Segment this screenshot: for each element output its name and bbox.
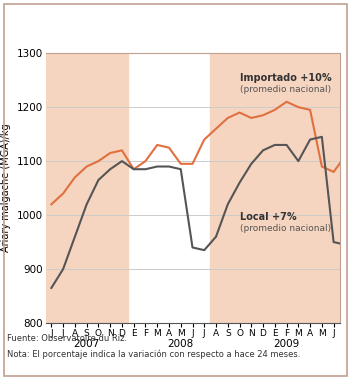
Text: 2009: 2009 (273, 339, 300, 349)
Text: (promedio nacional): (promedio nacional) (239, 85, 331, 94)
Text: Figura 14.: Figura 14. (14, 15, 91, 28)
Text: 2007: 2007 (74, 339, 100, 349)
Text: Fuente: Observatoire du Riz.: Fuente: Observatoire du Riz. (7, 334, 127, 344)
Y-axis label: Ariary malgache (MGA)/kg: Ariary malgache (MGA)/kg (1, 124, 11, 252)
Bar (46, 53, 128, 323)
Text: 2008: 2008 (168, 339, 194, 349)
Text: Precios del arroz en Madagascar: Precios del arroz en Madagascar (56, 15, 276, 28)
Text: Importado +10%: Importado +10% (239, 73, 331, 83)
Text: Nota: El porcentaje indica la variación con respecto a hace 24 meses.: Nota: El porcentaje indica la variación … (7, 350, 300, 359)
Bar (210, 53, 340, 323)
Text: Local +7%: Local +7% (239, 212, 296, 222)
Text: (promedio nacional): (promedio nacional) (239, 224, 331, 233)
